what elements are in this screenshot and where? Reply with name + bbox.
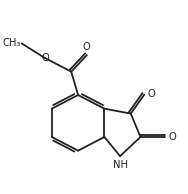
Text: NH: NH: [113, 160, 127, 170]
Text: O: O: [83, 42, 91, 52]
Text: CH₃: CH₃: [2, 38, 20, 48]
Text: O: O: [168, 132, 176, 142]
Text: O: O: [41, 53, 49, 63]
Text: O: O: [148, 89, 156, 100]
